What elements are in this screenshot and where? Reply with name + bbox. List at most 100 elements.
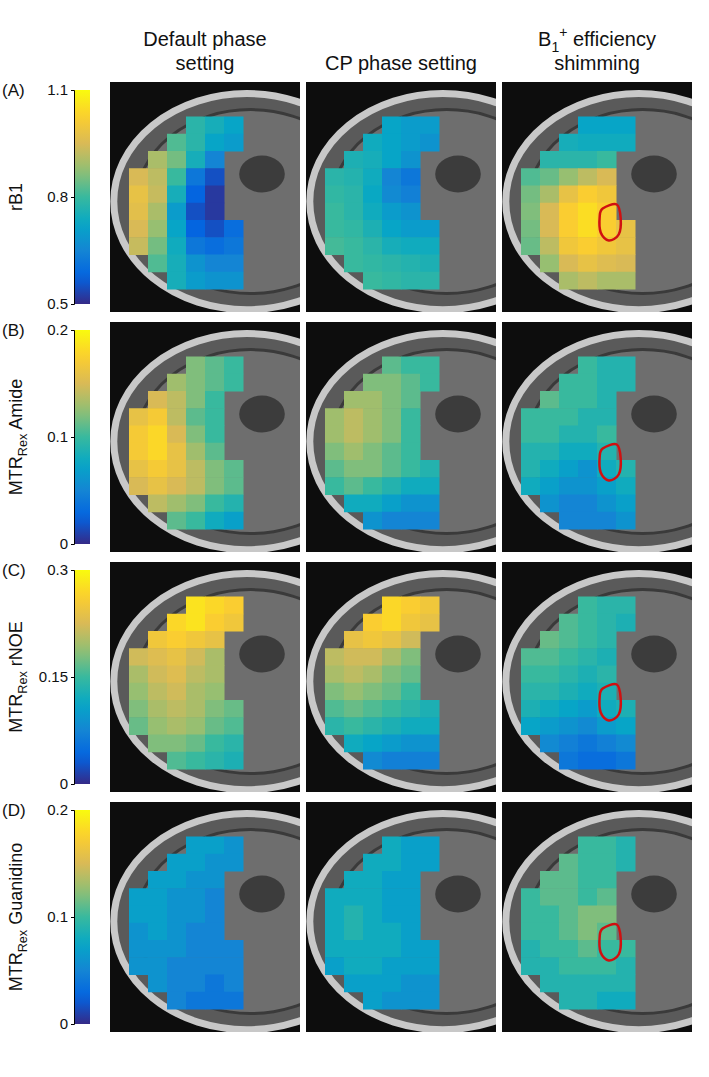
map-cell: [401, 597, 421, 615]
map-cell: [578, 220, 598, 238]
map-cell: [167, 717, 187, 735]
map-cell: [363, 854, 383, 872]
colorbar-tick: 0.2: [47, 801, 74, 818]
map-cell: [224, 374, 244, 392]
map-cell: [382, 735, 402, 753]
map-cell: [363, 203, 383, 221]
body-interior: [529, 110, 692, 294]
map-cell: [521, 220, 541, 238]
colorbar-axis-line: [71, 571, 75, 785]
colorbar-axis: 00.10.2: [47, 321, 74, 552]
map-cell: [205, 151, 225, 169]
map-cell: [205, 648, 225, 666]
map-cell: [224, 495, 244, 513]
map-cell: [597, 906, 617, 924]
map-cell: [167, 272, 187, 290]
map-cell: [616, 134, 636, 152]
map-cell: [363, 186, 383, 204]
text-part: CP: [325, 52, 352, 74]
map-cell: [578, 837, 598, 855]
map-cell: [325, 186, 345, 204]
body-outline: [506, 94, 692, 310]
colorbar-tick: 0: [60, 535, 74, 552]
map-cell: [597, 374, 617, 392]
map-cell: [401, 735, 421, 753]
map-cell: [578, 426, 598, 444]
colorbar-tick: 0: [60, 775, 74, 792]
figure: Default phasesettingCP phase settingB1+ …: [0, 0, 709, 1077]
colorbar-tick: 0.2: [47, 321, 74, 338]
colorbar-tick-label: 0: [60, 535, 68, 552]
map-cell: [540, 957, 560, 975]
map-cell: [578, 957, 598, 975]
map-cell: [344, 220, 364, 238]
map-cell: [129, 443, 149, 461]
organ-shadow: [435, 876, 481, 913]
map-cell: [401, 923, 421, 941]
map-cell: [148, 477, 168, 495]
map-cell: [578, 374, 598, 392]
map-cell: [224, 460, 244, 478]
map-cell: [540, 648, 560, 666]
map-cells: [129, 117, 244, 290]
map-cell: [363, 666, 383, 684]
map-cell: [344, 151, 364, 169]
anatomy-background: [306, 82, 496, 312]
map-cell: [540, 151, 560, 169]
map-cell: [148, 443, 168, 461]
map-cell: [363, 700, 383, 718]
map-cell: [167, 957, 187, 975]
map-cell: [167, 426, 187, 444]
map-cell: [382, 495, 402, 513]
colorbar-tick: 0.8: [47, 188, 74, 205]
map-cell: [597, 888, 617, 906]
map-cell: [559, 854, 579, 872]
map-cell: [559, 443, 579, 461]
map-cell: [401, 683, 421, 701]
map-cell: [540, 255, 560, 273]
colorbar-tick-mark: [71, 810, 74, 811]
map-cell: [420, 854, 440, 872]
colorbar-tick-label: 1.1: [47, 81, 68, 98]
map-cell: [205, 272, 225, 290]
map-cell: [597, 426, 617, 444]
colorbar-label: rB1: [6, 183, 26, 211]
map-cell: [167, 186, 187, 204]
map-cell: [578, 992, 598, 1010]
map-cell: [325, 683, 345, 701]
map-cell: [205, 117, 225, 135]
map-cell: [616, 975, 636, 993]
map-cell: [578, 717, 598, 735]
map-cell: [420, 752, 440, 770]
map-cell: [597, 648, 617, 666]
map-cell: [325, 237, 345, 255]
map-cell: [224, 512, 244, 530]
map-cell: [129, 168, 149, 186]
map-cell: [382, 631, 402, 649]
roi-outline: [599, 204, 620, 240]
map-cell: [559, 940, 579, 958]
map-cell: [186, 272, 206, 290]
map-cell: [186, 871, 206, 889]
map-cell: [167, 408, 187, 426]
map-cell: [148, 220, 168, 238]
map-cell: [382, 477, 402, 495]
column-title-group: CP phase setting: [325, 52, 477, 74]
map-cell: [344, 975, 364, 993]
map-cell: [205, 597, 225, 615]
map-cell: [578, 597, 598, 615]
map-cell: [382, 940, 402, 958]
map-cell: [205, 837, 225, 855]
map-cell: [186, 460, 206, 478]
body-outline: [114, 94, 300, 310]
map-cell: [186, 837, 206, 855]
colorbar-axis-line: [71, 331, 75, 545]
map-cell: [344, 495, 364, 513]
map-cell: [224, 837, 244, 855]
map-cell: [382, 957, 402, 975]
map-cell: [578, 512, 598, 530]
colorbar-tick-mark: [71, 90, 74, 91]
text-part: setting: [413, 52, 477, 74]
map-cell: [363, 151, 383, 169]
colorbar-tick-label: 0.15: [39, 668, 68, 685]
